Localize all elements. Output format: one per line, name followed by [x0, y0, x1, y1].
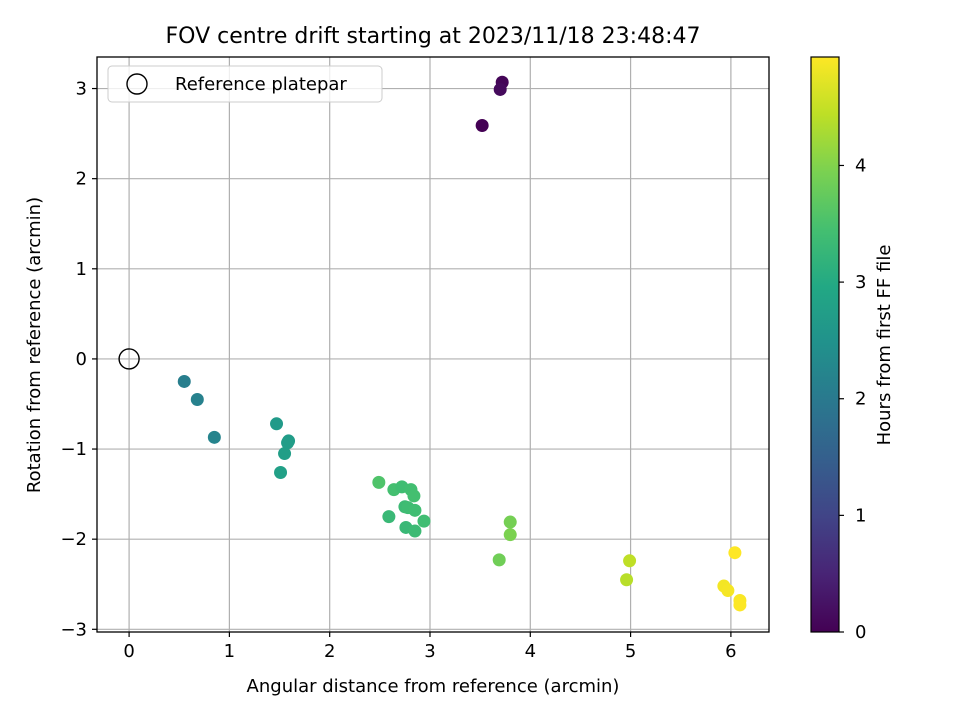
y-tick-label: −1	[60, 439, 87, 460]
data-point	[408, 524, 422, 538]
x-tick-label: 1	[224, 641, 235, 662]
data-point	[493, 82, 507, 96]
data-point	[407, 489, 421, 503]
data-point	[475, 118, 489, 132]
plot-frame	[96, 56, 770, 633]
data-points	[118, 75, 747, 612]
y-tick-label: 3	[76, 79, 87, 100]
data-point	[728, 546, 742, 560]
data-point	[503, 528, 517, 542]
reference-point-marker	[118, 348, 140, 370]
x-axis-label: Angular distance from reference (arcmin)	[247, 676, 620, 697]
y-tick-label: 0	[76, 349, 87, 370]
x-tick-label: 0	[123, 641, 134, 662]
y-tick-label: −2	[60, 529, 87, 550]
data-point	[278, 447, 292, 461]
colorbar-tick-label: 0	[855, 622, 866, 643]
x-axis-ticks: 0 1 2 3 4 5 6	[123, 632, 737, 662]
colorbar-tick-label: 2	[855, 389, 866, 410]
colorbar: 0 1 2 3 4 Hours from first FF file	[810, 56, 895, 643]
x-tick-label: 6	[725, 641, 736, 662]
data-point	[270, 417, 284, 431]
plot-area: 0 1 2 3 4 5 6 −3 −2 −1 0 1 2 3	[60, 56, 770, 662]
data-point	[382, 510, 396, 524]
legend-box	[107, 65, 383, 103]
y-axis-label: Rotation from reference (arcmin)	[24, 197, 45, 493]
y-tick-label: 1	[76, 259, 87, 280]
colorbar-gradient	[810, 56, 840, 633]
colorbar-tick-label: 1	[855, 505, 866, 526]
x-tick-label: 5	[625, 641, 636, 662]
data-point	[733, 598, 747, 612]
grid-lines	[97, 57, 769, 632]
data-point	[372, 475, 386, 489]
data-point	[408, 503, 422, 517]
colorbar-tick-label: 3	[855, 272, 866, 293]
legend-marker-circle	[126, 73, 148, 95]
colorbar-label: Hours from first FF file	[874, 245, 895, 446]
x-tick-label: 3	[424, 641, 435, 662]
colorbar-tick-label: 4	[855, 155, 866, 176]
plot-background	[97, 57, 769, 632]
legend-entry-reference: Reference platepar	[175, 74, 347, 95]
data-point	[281, 436, 295, 450]
y-tick-label: −3	[60, 619, 87, 640]
data-point	[620, 573, 634, 587]
y-axis-ticks: −3 −2 −1 0 1 2 3	[60, 79, 97, 640]
data-point	[503, 515, 517, 529]
colorbar-ticks: 0 1 2 3 4	[839, 155, 866, 643]
data-point	[417, 514, 431, 528]
data-point	[190, 392, 204, 406]
legend: Reference platepar	[107, 65, 383, 103]
data-point	[721, 584, 735, 598]
data-point	[623, 554, 637, 568]
data-point	[177, 374, 191, 388]
data-point	[492, 553, 506, 567]
x-tick-label: 2	[324, 641, 335, 662]
x-tick-label: 4	[525, 641, 536, 662]
chart-title: FOV centre drift starting at 2023/11/18 …	[166, 24, 701, 49]
data-point	[207, 430, 221, 444]
y-tick-label: 2	[76, 169, 87, 190]
data-point	[274, 465, 288, 479]
